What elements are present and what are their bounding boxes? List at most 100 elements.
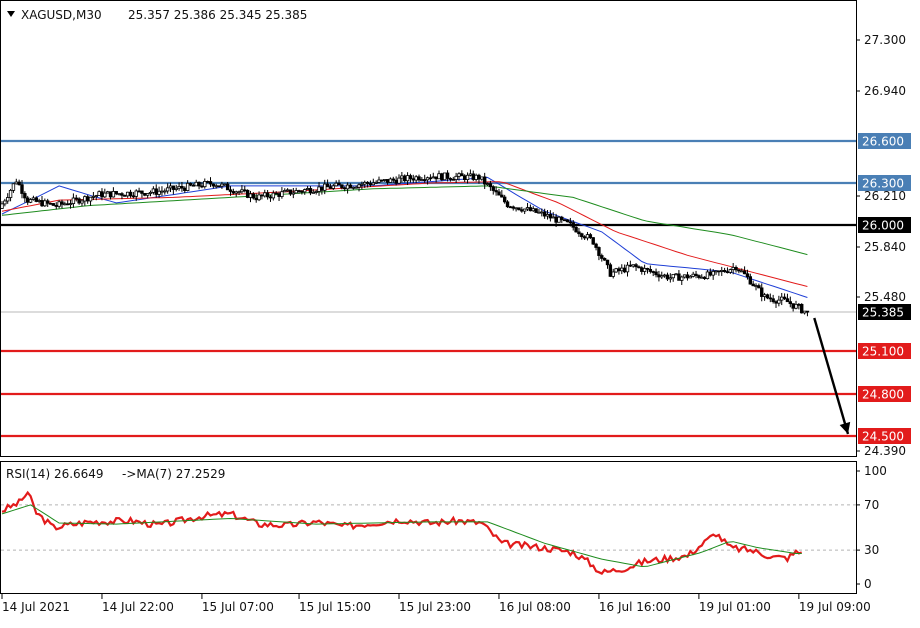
candle-body (271, 192, 276, 199)
candle-body (445, 172, 450, 179)
collapse-triangle-icon[interactable] (7, 11, 15, 17)
candle-body (391, 178, 395, 181)
candle-body (328, 186, 333, 189)
candle-body (423, 179, 427, 181)
candle-body (465, 174, 470, 181)
price-tick-label: 26.210 (864, 189, 906, 203)
time-tick-label: 16 Jul 16:00 (599, 600, 671, 614)
candle-body (351, 186, 356, 189)
candle-body (762, 294, 767, 297)
level-badge-label: 26.300 (862, 177, 904, 191)
candle-body (185, 182, 190, 191)
candle-body (123, 194, 127, 197)
candle-body (314, 191, 318, 193)
candle-body (111, 191, 116, 198)
current-price-badge (858, 304, 911, 320)
candle-body (128, 191, 133, 197)
candle-body (377, 179, 381, 183)
rsi-tick-label: 0 (864, 577, 872, 591)
candle-body (97, 191, 101, 196)
candle-body (451, 178, 455, 181)
candle-body (720, 270, 724, 272)
candle-body (245, 189, 250, 198)
candle-body (491, 186, 495, 191)
candle-body (237, 191, 241, 194)
candle-body (6, 197, 10, 202)
candle-body (217, 185, 221, 188)
candle-body (725, 271, 730, 274)
candle-body (420, 179, 424, 181)
candle-body (108, 191, 113, 198)
candle-body (171, 185, 176, 190)
candle-body (151, 188, 156, 193)
candle-body (443, 172, 447, 181)
candle-body (294, 190, 298, 194)
candle-body (305, 188, 310, 190)
chart-symbol-label: XAGUSD,M30 (21, 8, 102, 22)
candle-body (23, 193, 27, 199)
candle-body (400, 175, 404, 179)
candle-body (574, 226, 578, 233)
candle-body (782, 296, 787, 300)
candle-body (785, 298, 790, 303)
candle-body (54, 205, 58, 207)
candle-body (203, 181, 207, 188)
candle-body (554, 216, 558, 223)
candle-body (285, 189, 290, 192)
candle-body (560, 216, 564, 221)
rsi-line (1, 490, 803, 575)
level-badge-24.800 (858, 386, 911, 402)
level-badge-25.100 (858, 343, 911, 359)
forecast-arrow-line (813, 317, 850, 435)
candle-body (120, 193, 124, 196)
candle-body (74, 197, 78, 200)
moving-average-sma_slow (1, 185, 808, 256)
candle-body (440, 173, 444, 181)
candle-body (268, 196, 273, 199)
candle-body (220, 183, 224, 187)
candle-body (677, 273, 681, 281)
candle-body (34, 197, 38, 202)
candle-body (631, 264, 635, 267)
candle-body (223, 183, 227, 186)
candle-body (51, 203, 56, 206)
candle-body (594, 243, 598, 248)
candle-body (414, 176, 418, 181)
candle-body (642, 268, 647, 272)
candle-body (717, 270, 721, 273)
candle-body (780, 296, 784, 301)
candle-body (620, 267, 624, 272)
candle-body (300, 190, 304, 193)
candle-body (448, 178, 453, 180)
candle-body (657, 274, 661, 278)
candle-body (551, 216, 555, 219)
candle-body (134, 190, 138, 197)
candle-body (600, 255, 604, 259)
candle-body (323, 183, 327, 191)
candle-body (11, 183, 16, 191)
candle-body (17, 181, 21, 186)
candle-body (174, 187, 178, 190)
price-tick-label: 25.840 (864, 240, 906, 254)
candle-body (454, 175, 458, 180)
candle-body (340, 184, 344, 189)
candle-body (431, 176, 435, 179)
candle-body (577, 231, 581, 235)
candle-body (611, 271, 615, 277)
candle-body (794, 303, 798, 309)
candle-body (57, 201, 61, 207)
level-badge-label: 24.500 (862, 430, 904, 444)
candle-body (248, 193, 253, 198)
candle-body (488, 183, 493, 188)
level-badge-26.300 (858, 175, 911, 191)
candle-body (348, 184, 353, 189)
candle-body (288, 189, 293, 195)
rsi-tick-label: 30 (864, 543, 879, 557)
candle-body (320, 186, 324, 191)
candle-body (628, 264, 633, 267)
candle-body (711, 270, 715, 276)
time-tick-label: 14 Jul 22:00 (102, 600, 174, 614)
candle-body (317, 186, 321, 192)
candle-body (691, 273, 695, 277)
